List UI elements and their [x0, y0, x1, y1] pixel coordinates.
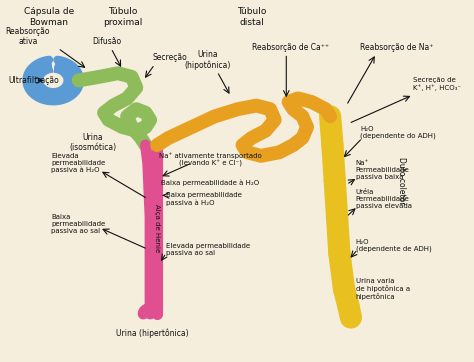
Text: Reabsorção
ativa: Reabsorção ativa — [6, 27, 50, 46]
Text: Secreção: Secreção — [153, 54, 187, 63]
Text: Baixa permeabilidade à H₂O: Baixa permeabilidade à H₂O — [161, 180, 259, 186]
Text: Urina
(hipotônica): Urina (hipotônica) — [185, 50, 231, 70]
Text: Secreção de
K⁺, H⁺, HCO₃⁻: Secreção de K⁺, H⁺, HCO₃⁻ — [413, 77, 461, 91]
Text: Elevada permeabilidade
passiva ao sal: Elevada permeabilidade passiva ao sal — [166, 243, 250, 256]
Text: Duto coletor: Duto coletor — [397, 157, 406, 205]
Text: H₂O
(dependente do ADH): H₂O (dependente do ADH) — [360, 126, 436, 139]
Text: Urina (hipertônica): Urina (hipertônica) — [116, 329, 189, 338]
Text: Alça de Henie: Alça de Henie — [154, 203, 160, 252]
Text: Na⁺
Permeabilidade
passiva baixa: Na⁺ Permeabilidade passiva baixa — [356, 160, 409, 180]
Text: Reabsorção de Na⁺: Reabsorção de Na⁺ — [360, 43, 434, 52]
Text: H₂O
(dependente de ADH): H₂O (dependente de ADH) — [356, 239, 431, 252]
Text: Baixa permeabilidade
passiva à H₂O: Baixa permeabilidade passiva à H₂O — [166, 192, 242, 206]
Text: Cápsula de
Bowman: Cápsula de Bowman — [24, 7, 74, 26]
Text: Urina varia
de hipotônica a
hipertônica: Urina varia de hipotônica a hipertônica — [356, 278, 410, 300]
Text: Urina
(isosmótica): Urina (isosmótica) — [69, 132, 116, 152]
Text: Reabsorção de Ca⁺⁺: Reabsorção de Ca⁺⁺ — [253, 43, 329, 52]
Text: Baixa
permeabilidade
passiva ao sal: Baixa permeabilidade passiva ao sal — [51, 214, 105, 234]
Text: Ultrafiltração: Ultrafiltração — [8, 76, 59, 85]
Text: Túbulo
distal: Túbulo distal — [237, 7, 266, 26]
Text: Na⁺ ativamente transportado
(levando K⁺ e Cl⁻): Na⁺ ativamente transportado (levando K⁺ … — [159, 152, 262, 167]
Text: Túbulo
proximal: Túbulo proximal — [103, 7, 142, 26]
Text: Uréia
Permeabilidade
passiva elevada: Uréia Permeabilidade passiva elevada — [356, 189, 411, 209]
Text: Difusão: Difusão — [92, 37, 121, 46]
Text: Elevada
permeabilidade
passiva à H₂O: Elevada permeabilidade passiva à H₂O — [51, 153, 105, 173]
